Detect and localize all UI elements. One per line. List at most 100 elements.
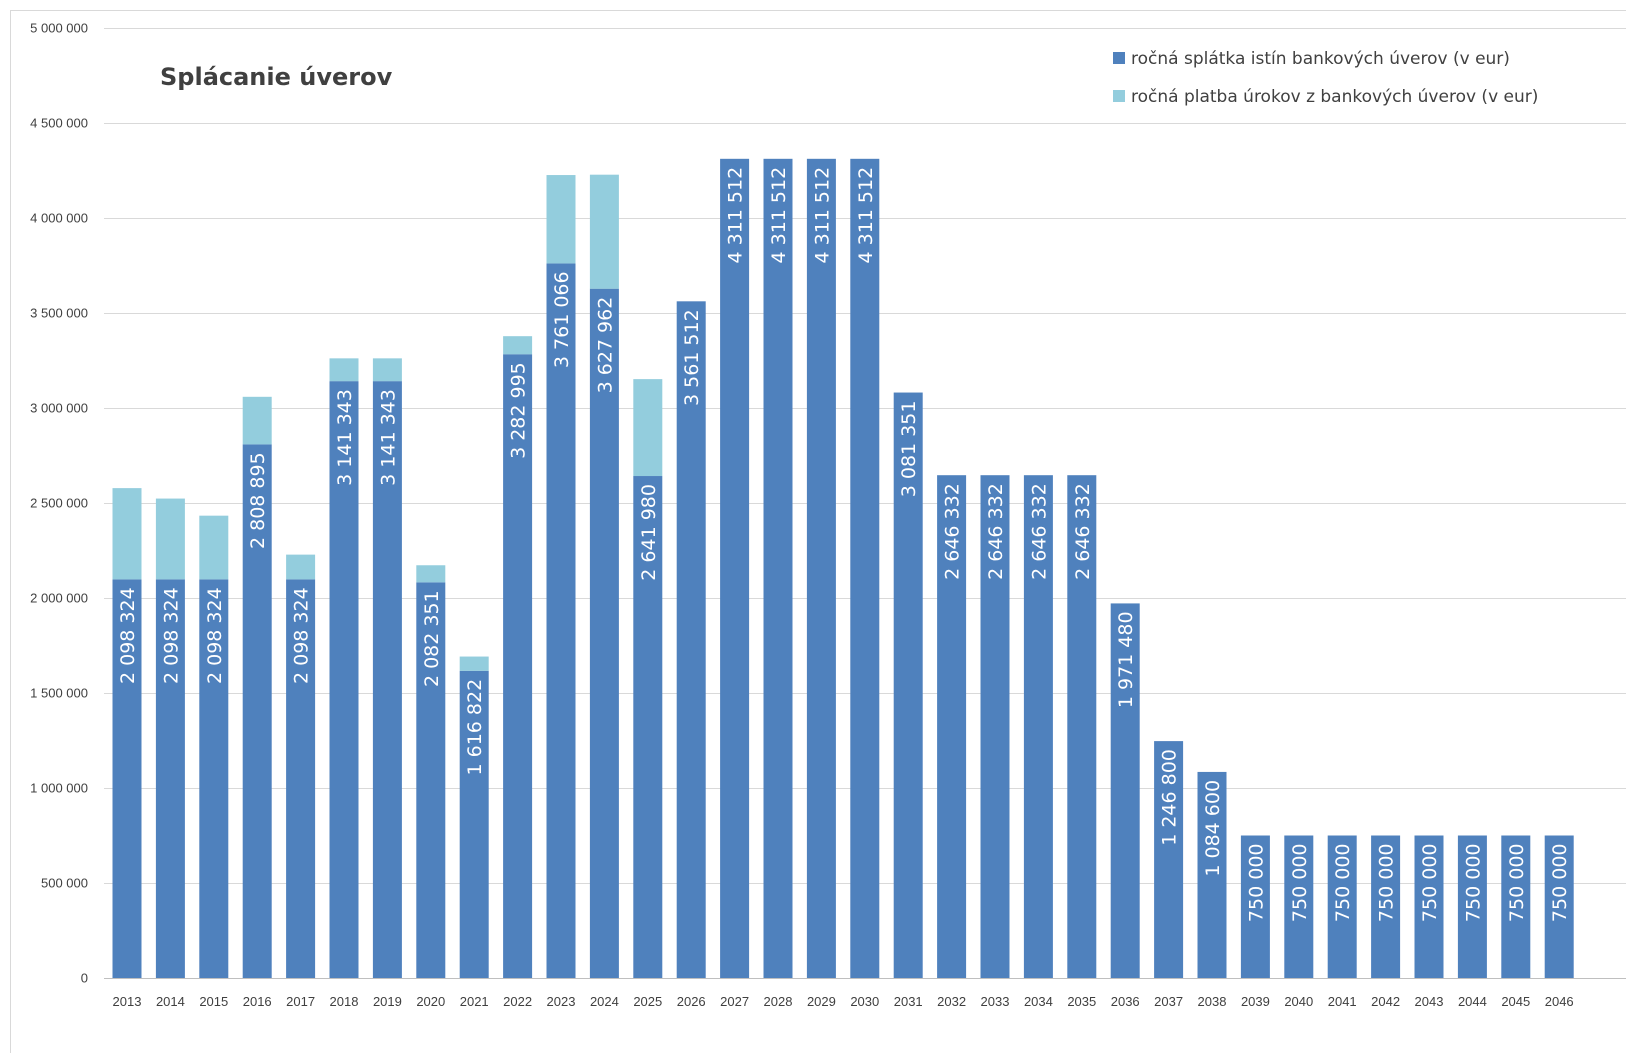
x-axis-tick-labels: 2013 2014 2015 2016 2017 2018 2019 2020 2021 2022… <box>113 994 1574 1009</box>
bar-principal <box>286 579 316 978</box>
bar-interest <box>546 175 576 264</box>
x-tick-label: 2031 <box>894 994 923 1009</box>
chart-title: Splácanie úverov <box>160 63 393 91</box>
data-label: 2 098 324 <box>204 587 226 684</box>
bar-principal <box>633 476 663 978</box>
bar-interest <box>112 488 142 580</box>
bar-interest <box>416 565 446 583</box>
bar-principal <box>1544 835 1574 978</box>
y-tick-label: 2 000 000 <box>30 591 88 606</box>
bar-principal <box>242 444 272 978</box>
data-label: 3 282 995 <box>508 362 530 459</box>
bar-principal <box>1197 771 1227 978</box>
y-tick-label: 0 <box>81 971 88 986</box>
bar-principal <box>806 158 836 978</box>
x-tick-label: 2043 <box>1415 994 1444 1009</box>
x-tick-label: 2015 <box>199 994 228 1009</box>
bar-principal <box>1154 741 1184 978</box>
data-label: 4 311 512 <box>855 167 877 264</box>
data-label: 2 098 324 <box>117 587 139 684</box>
x-tick-label: 2023 <box>547 994 576 1009</box>
bar-principal <box>850 158 880 978</box>
data-label: 750 000 <box>1419 844 1441 923</box>
x-tick-label: 2038 <box>1198 994 1227 1009</box>
x-tick-label: 2016 <box>243 994 272 1009</box>
y-tick-label: 1 000 000 <box>30 781 88 796</box>
data-labels: 2 098 324 2 098 324 2 098 324 2 808 895 2 09… <box>117 167 1571 922</box>
x-tick-label: 2022 <box>503 994 532 1009</box>
data-label: 3 561 512 <box>681 309 703 406</box>
data-label: 2 082 351 <box>421 590 443 687</box>
x-tick-label: 2021 <box>460 994 489 1009</box>
bar-principal <box>1240 835 1270 978</box>
bar-principal <box>459 670 489 978</box>
data-label: 2 646 332 <box>1028 483 1050 580</box>
bar-principal <box>155 579 185 978</box>
x-tick-label: 2025 <box>633 994 662 1009</box>
data-label: 4 311 512 <box>768 167 790 264</box>
data-label: 2 646 332 <box>985 483 1007 580</box>
bar-principal <box>1414 835 1444 978</box>
legend-label-interest: ročná platba úrokov z bankových úverov (… <box>1131 87 1538 107</box>
x-tick-label: 2018 <box>330 994 359 1009</box>
data-label: 750 000 <box>1289 844 1311 923</box>
x-tick-label: 2041 <box>1328 994 1357 1009</box>
bar-principal <box>763 158 793 978</box>
data-label: 2 098 324 <box>291 587 313 684</box>
x-tick-label: 2017 <box>286 994 315 1009</box>
data-label: 750 000 <box>1332 844 1354 923</box>
x-tick-label: 2037 <box>1154 994 1183 1009</box>
bar-interest <box>503 336 533 355</box>
y-tick-label: 2 500 000 <box>30 496 88 511</box>
y-tick-label: 3 000 000 <box>30 401 88 416</box>
data-label: 2 808 895 <box>247 452 269 549</box>
legend-swatch-principal <box>1113 52 1125 64</box>
data-label: 3 081 351 <box>898 401 920 498</box>
bar-principal <box>1067 475 1097 978</box>
bar-interest <box>155 498 185 580</box>
y-tick-label: 1 500 000 <box>30 686 88 701</box>
x-tick-label: 2030 <box>850 994 879 1009</box>
data-label: 3 141 343 <box>377 389 399 486</box>
bar-principal <box>1501 835 1531 978</box>
x-tick-label: 2042 <box>1371 994 1400 1009</box>
bar-principal <box>1284 835 1314 978</box>
data-label: 750 000 <box>1245 844 1267 923</box>
data-label: 750 000 <box>1376 844 1398 923</box>
bar-interest <box>589 174 619 289</box>
y-tick-label: 500 000 <box>41 876 88 891</box>
y-tick-label: 4 000 000 <box>30 211 88 226</box>
bar-principal <box>416 582 446 978</box>
data-label: 1 084 600 <box>1202 780 1224 877</box>
data-label: 750 000 <box>1462 844 1484 923</box>
data-label: 2 098 324 <box>160 587 182 684</box>
bar-series <box>112 158 1574 978</box>
x-tick-label: 2019 <box>373 994 402 1009</box>
data-label: 3 761 066 <box>551 271 573 368</box>
bar-principal <box>720 158 750 978</box>
x-tick-label: 2039 <box>1241 994 1270 1009</box>
data-label: 2 646 332 <box>1072 483 1094 580</box>
bar-principal <box>546 263 576 978</box>
x-tick-label: 2020 <box>416 994 445 1009</box>
data-label: 750 000 <box>1506 844 1528 923</box>
bar-principal <box>1110 603 1140 978</box>
bar-principal <box>1371 835 1401 978</box>
data-label: 3 141 343 <box>334 389 356 486</box>
y-axis-tick-labels: 0 500 000 1 000 000 1 500 000 2 000 000 2 500… <box>30 21 88 986</box>
bar-interest <box>286 554 316 580</box>
data-label: 4 311 512 <box>725 167 747 264</box>
data-label: 2 641 980 <box>638 484 660 581</box>
bar-principal <box>503 354 533 978</box>
x-tick-label: 2029 <box>807 994 836 1009</box>
bar-principal <box>372 381 402 978</box>
legend-label-principal: ročná splátka istín bankových úverov (v … <box>1131 49 1510 69</box>
y-tick-label: 4 500 000 <box>30 116 88 131</box>
bar-interest <box>242 396 272 445</box>
legend-swatch-interest <box>1113 90 1125 102</box>
x-tick-label: 2027 <box>720 994 749 1009</box>
data-label: 4 311 512 <box>811 167 833 264</box>
data-label: 1 616 822 <box>464 679 486 776</box>
